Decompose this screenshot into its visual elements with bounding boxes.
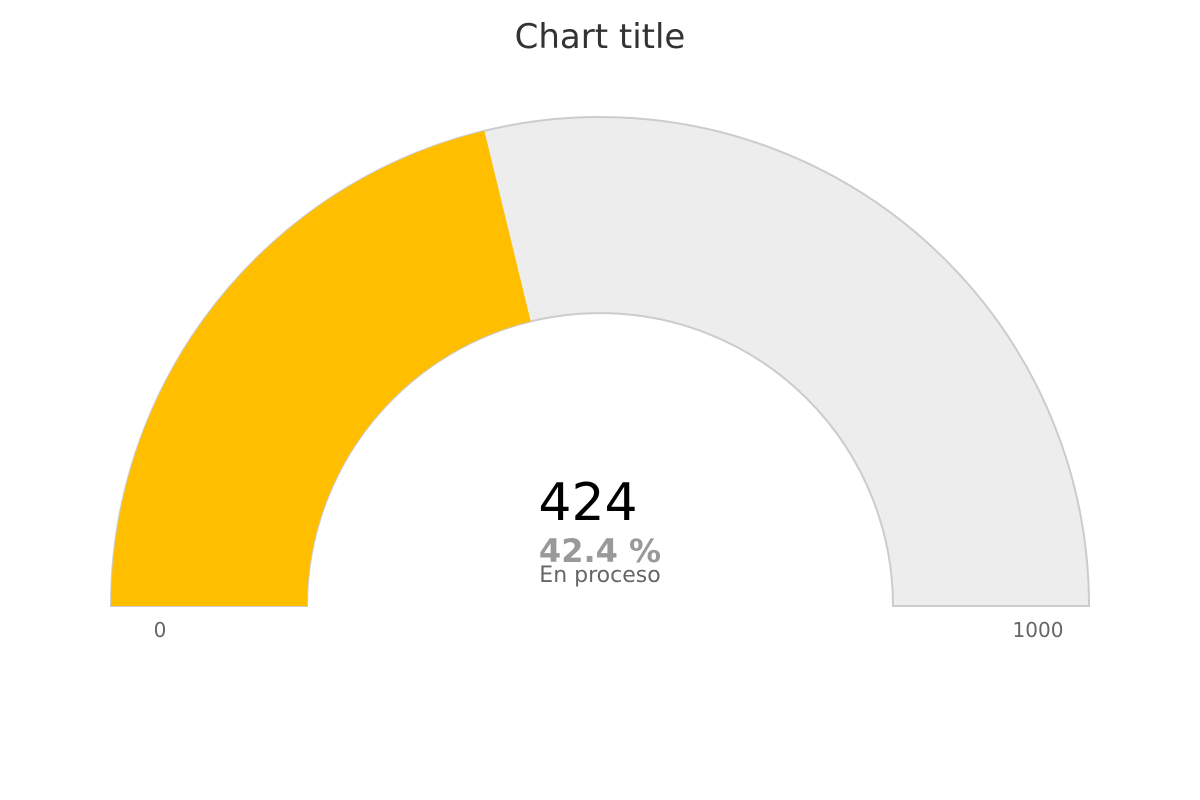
chart-title: Chart title	[515, 17, 686, 57]
gauge-fill	[111, 130, 531, 607]
gauge-max-label: 1000	[1013, 618, 1064, 642]
gauge-value: 424	[538, 473, 637, 533]
gauge-percent: 42.4 %	[539, 532, 661, 570]
gauge-status: En proceso	[539, 563, 660, 588]
gauge-min-label: 0	[154, 618, 167, 642]
